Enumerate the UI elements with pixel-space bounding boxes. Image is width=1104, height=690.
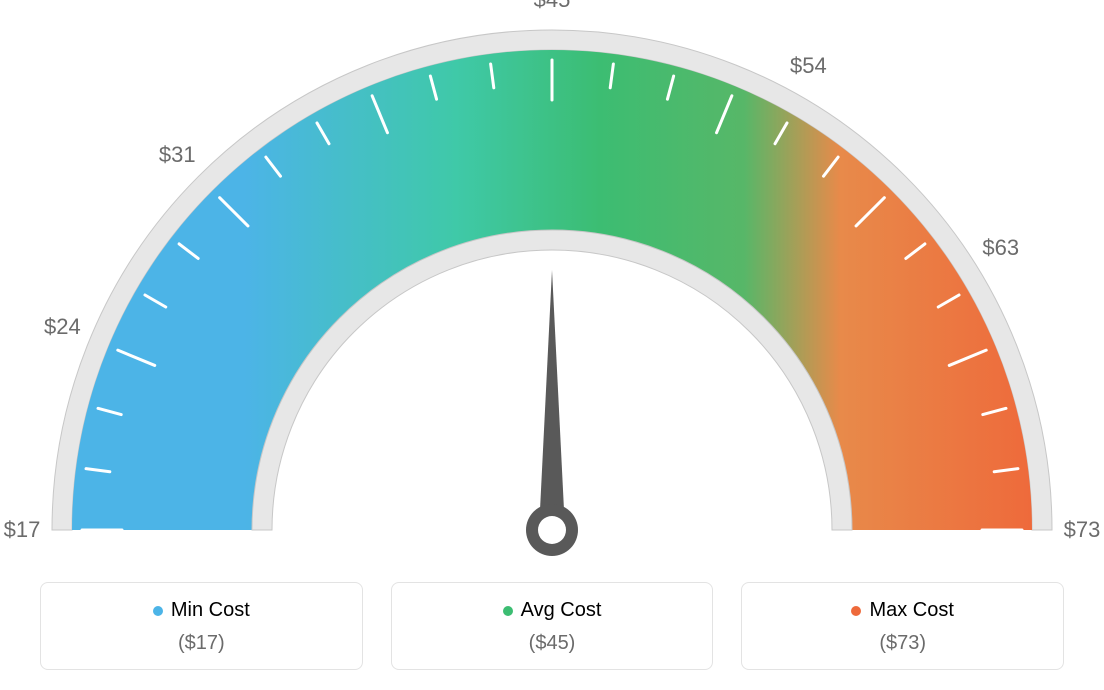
dot-icon [503,606,513,616]
legend-row: Min Cost ($17) Avg Cost ($45) Max Cost (… [40,582,1064,670]
legend-avg-label: Avg Cost [521,599,602,622]
gauge-tick-label: $73 [1064,517,1101,543]
legend-max-value: ($73) [742,632,1063,655]
gauge-tick-label: $45 [534,0,571,13]
gauge-tick-label: $63 [982,235,1019,261]
legend-max-cost: Max Cost ($73) [741,582,1064,670]
legend-min-title: Min Cost [153,599,250,622]
legend-avg-title: Avg Cost [503,599,602,622]
legend-max-title: Max Cost [851,599,953,622]
legend-min-label: Min Cost [171,599,250,622]
legend-avg-value: ($45) [392,632,713,655]
legend-min-value: ($17) [41,632,362,655]
cost-gauge-chart: $17 $24 $31 $45 $54 $63 $73 Min Cost ($17) Avg… [0,0,1104,690]
dot-icon [153,606,163,616]
legend-avg-cost: Avg Cost ($45) [391,582,714,670]
gauge-tick-label: $17 [4,517,41,543]
legend-min-cost: Min Cost ($17) [40,582,363,670]
legend-max-label: Max Cost [869,599,953,622]
gauge-tick-label: $24 [44,314,81,340]
gauge-svg [0,0,1104,575]
dot-icon [851,606,861,616]
gauge-tick-label: $54 [790,53,827,79]
gauge-tick-label: $31 [159,142,196,168]
gauge-area: $17 $24 $31 $45 $54 $63 $73 [0,0,1104,575]
